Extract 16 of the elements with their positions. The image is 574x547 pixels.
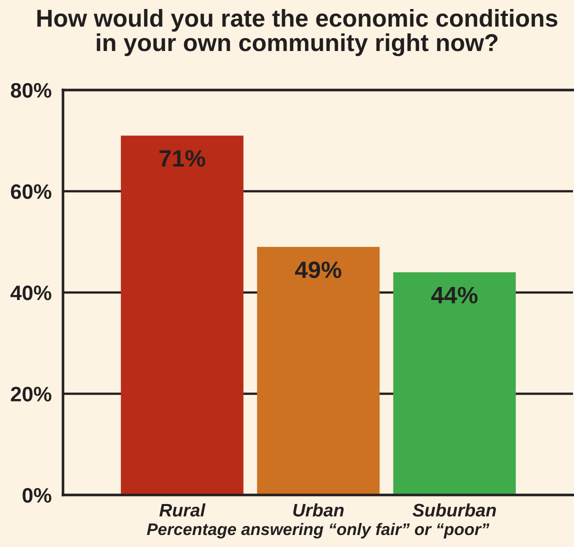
bar [257, 246, 380, 495]
x-tick-label: Rural [159, 503, 206, 517]
y-tick-label: 60% [10, 184, 52, 200]
data-label: 49% [295, 261, 342, 278]
data-label: 44% [431, 286, 478, 304]
x-tick-label: Suburban [412, 503, 496, 517]
x-tick-label: Urban [293, 503, 344, 517]
y-tick-label: 40% [10, 286, 52, 300]
bar [393, 272, 516, 495]
x-axis-title: Percentage answering “only fair” or “poor” [146, 522, 490, 538]
chart-title: How would you rate the economic conditions in your own community right now? [37, 9, 558, 56]
y-tick-label: 0% [22, 488, 52, 503]
data-label: 71% [160, 150, 206, 167]
y-tick-label: 20% [10, 386, 52, 402]
bar [120, 136, 244, 495]
y-tick-label: 80% [10, 83, 52, 98]
